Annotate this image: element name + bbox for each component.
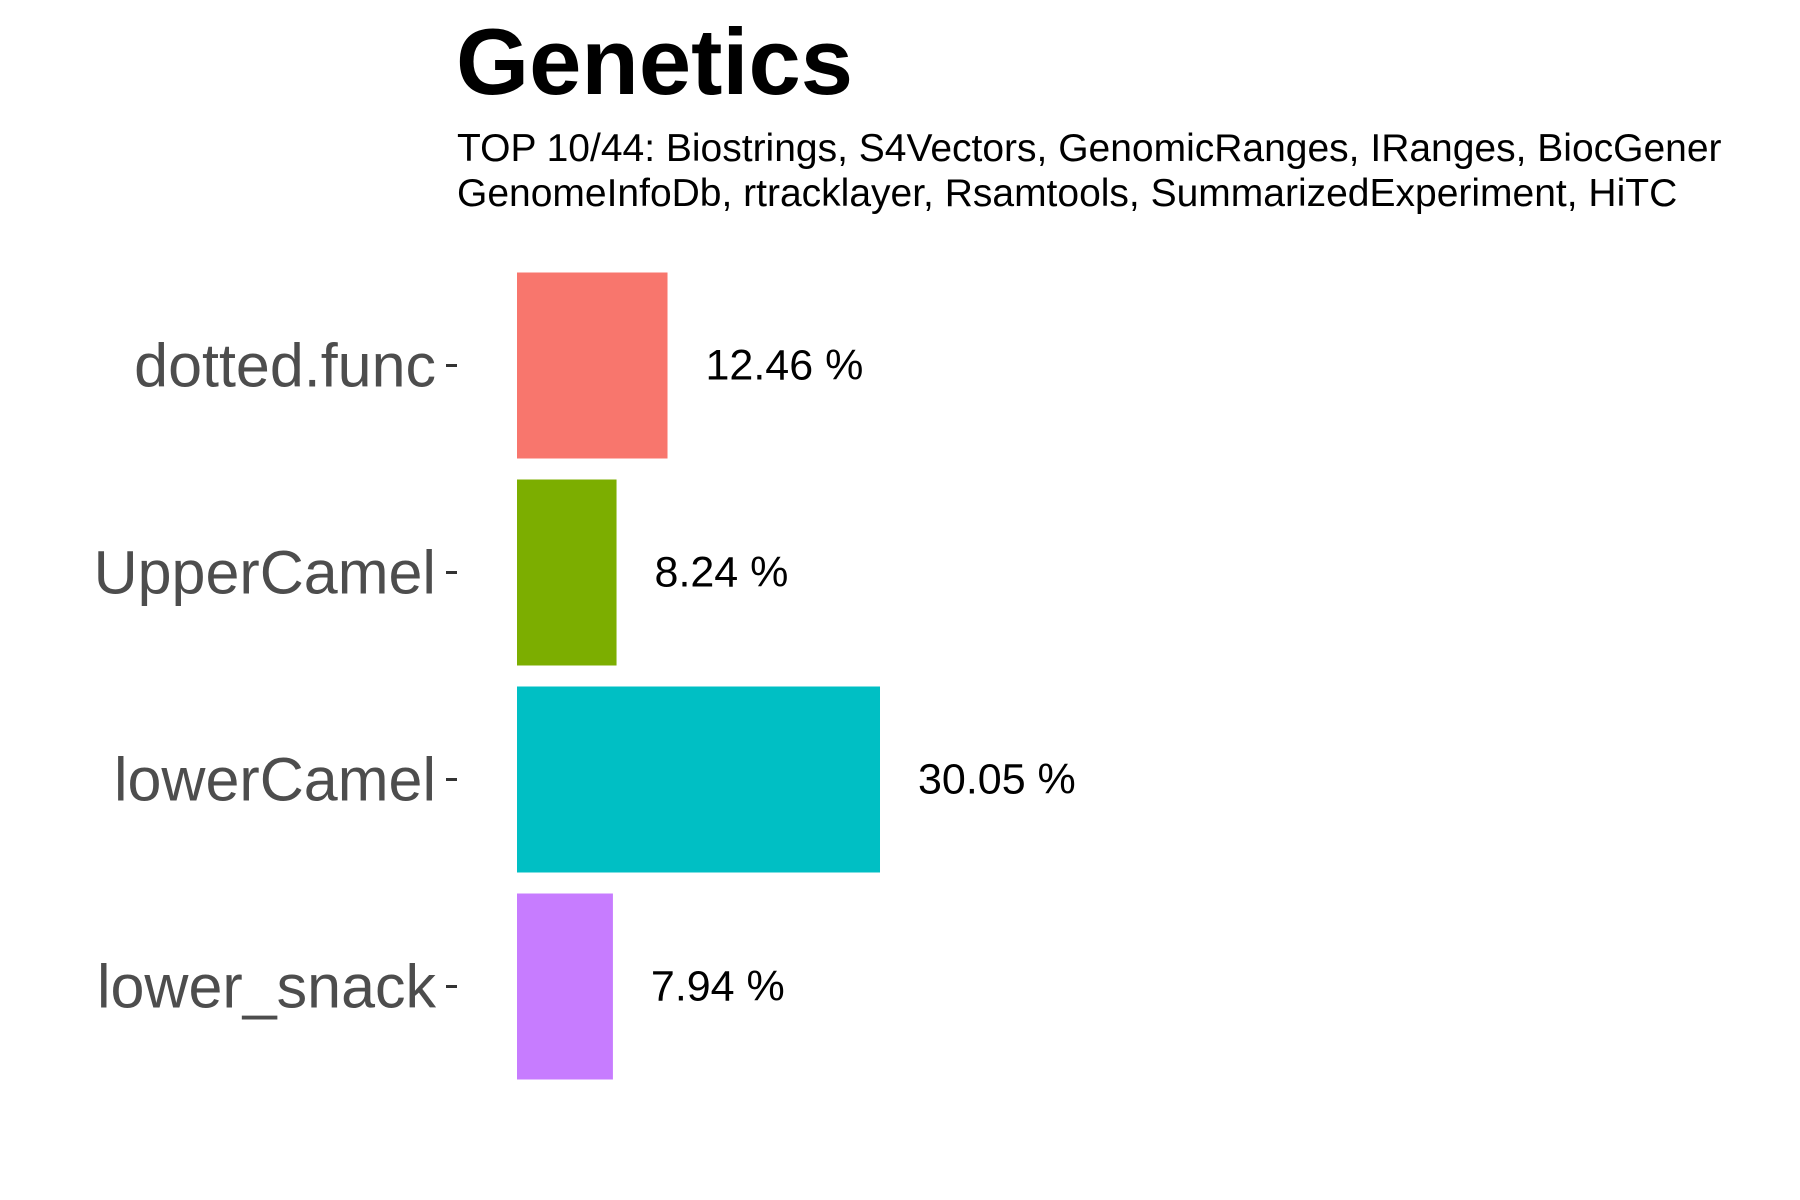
value-label-dotted.func: 12.46 % bbox=[706, 342, 864, 390]
chart-title: Genetics bbox=[456, 9, 854, 114]
bar-lowerCamel bbox=[517, 686, 881, 873]
bar-UpperCamel bbox=[517, 479, 617, 666]
value-label-lowerCamel: 30.05 % bbox=[918, 756, 1076, 804]
bar-lower_snack bbox=[517, 893, 613, 1080]
category-label-UpperCamel: UpperCamel bbox=[94, 539, 436, 607]
value-label-UpperCamel: 8.24 % bbox=[655, 549, 789, 597]
category-label-lower_snack: lower_snack bbox=[97, 953, 437, 1021]
category-label-lowerCamel: lowerCamel bbox=[114, 746, 436, 814]
subtitle-line-1: TOP 10/44: Biostrings, S4Vectors, Genomi… bbox=[457, 127, 1722, 170]
subtitle-line-2: GenomeInfoDb, rtracklayer, Rsamtools, Su… bbox=[457, 172, 1678, 215]
chart-subtitle: TOP 10/44: Biostrings, S4Vectors, Genomi… bbox=[457, 126, 1800, 216]
value-label-lower_snack: 7.94 % bbox=[651, 963, 785, 1011]
bar-dotted.func bbox=[517, 272, 668, 459]
category-label-dotted.func: dotted.func bbox=[134, 332, 436, 400]
